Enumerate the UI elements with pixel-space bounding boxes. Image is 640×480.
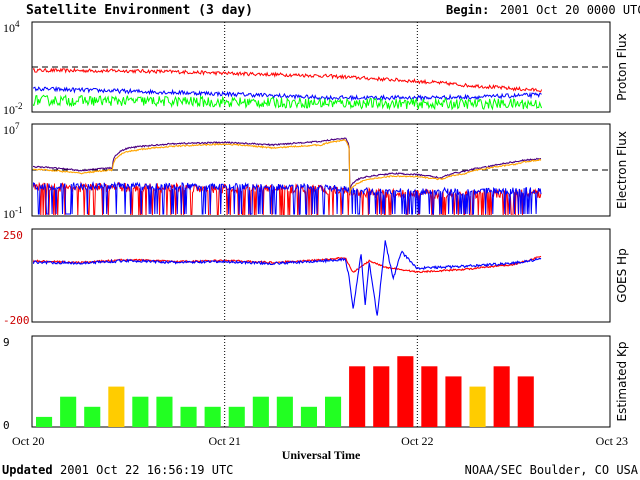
updated-value: 2001 Oct 22 16:56:19 UTC <box>60 463 233 477</box>
panel-3-kp-bar-6 <box>180 406 197 427</box>
panel-3-ylabel: Estimated Kp <box>615 342 629 422</box>
panel-1-ytick-1: 10-1 <box>3 205 23 221</box>
chart-title: Satellite Environment (3 day) <box>26 3 253 18</box>
panel-1-ytick-0: 107 <box>3 121 20 137</box>
panel-3-kp-bar-4 <box>132 396 149 427</box>
panel-2-ytick-0: 250 <box>3 229 23 242</box>
panel-1-ytick-1-base: 10 <box>3 207 15 221</box>
panel-3-kp-bar-1 <box>60 396 77 427</box>
x-tick-label-0: Oct 20 <box>12 434 44 448</box>
panel-3-kp-bar-10 <box>276 396 293 427</box>
panel-2-frame <box>31 228 611 323</box>
panel-3-kp-bar-3 <box>108 386 125 427</box>
panel-2-series-1 <box>33 240 542 316</box>
panel-2-ylabel: GOES Hp <box>615 248 629 302</box>
panel-1-ytick-0-base: 10 <box>3 123 15 137</box>
x-tick-label-3: Oct 23 <box>596 434 628 448</box>
updated-label: Updated <box>2 463 53 477</box>
panel-1-series-3 <box>33 138 542 194</box>
panel-1-series-1 <box>33 181 542 215</box>
panel-3-kp-bar-17 <box>445 376 462 427</box>
begin-label: Begin: <box>446 3 489 17</box>
panel-3-kp-bar-18 <box>469 386 486 427</box>
x-axis-label: Universal Time <box>282 448 361 462</box>
panel-1-ylabel: Electron Flux <box>615 131 629 209</box>
panel-1-series-group <box>33 137 542 215</box>
panel-3-kp-bar-16 <box>421 366 438 427</box>
panel-0-series-group <box>33 67 543 111</box>
credit-text: NOAA/SEC Boulder, CO USA <box>465 463 639 477</box>
panel-3-kp-bar-8 <box>228 406 245 427</box>
panel-3-kp-bar-0 <box>36 416 53 427</box>
panel-0-series-2 <box>33 94 543 111</box>
panel-0-ytick-1-exp: -2 <box>15 101 23 111</box>
panel-3-kp-bar-5 <box>156 396 173 427</box>
panel-0-ytick-0-exp: 4 <box>15 19 20 29</box>
panel-3-frame <box>31 335 611 428</box>
panel-0-ytick-1: 10-2 <box>3 101 23 117</box>
panel-3-kp-bar-2 <box>84 406 101 427</box>
panel-3-kp-bar-19 <box>493 366 510 427</box>
panel-0-ytick-1-base: 10 <box>3 103 15 117</box>
panel-3-ytick-0: 9 <box>3 336 10 349</box>
panel-3-kp-bar-11 <box>300 406 317 427</box>
panel-1-series-2 <box>33 137 542 190</box>
panel-3-kp-bar-7 <box>204 406 221 427</box>
panel-2-series-group <box>33 240 542 316</box>
x-tick-label-1: Oct 21 <box>209 434 241 448</box>
panel-0-series-0 <box>33 67 543 93</box>
panel-0-ytick-0-base: 10 <box>3 21 15 35</box>
x-tick-label-2: Oct 22 <box>401 434 433 448</box>
panel-0-ytick-0: 104 <box>3 19 20 35</box>
panel-2-ytick-1: -200 <box>3 314 30 327</box>
panel-0-ylabel: Proton Flux <box>615 33 629 100</box>
panel-0-series-1 <box>33 85 542 102</box>
begin-value: 2001 Oct 20 0000 UTC <box>500 3 640 17</box>
panel-3-kp-bar-15 <box>397 356 414 427</box>
panel-3-kp-bar-9 <box>252 396 269 427</box>
panel-3-kp-bar-14 <box>373 366 390 427</box>
panel-3-kp-bar-12 <box>325 396 342 427</box>
panel-3-kp-bar-13 <box>349 366 366 427</box>
panel-3-kp-bar-20 <box>517 376 534 427</box>
panel-1-ytick-0-exp: 7 <box>15 121 20 131</box>
panel-1-ytick-1-exp: -1 <box>15 205 23 215</box>
panel-3-ytick-1: 0 <box>3 419 10 432</box>
